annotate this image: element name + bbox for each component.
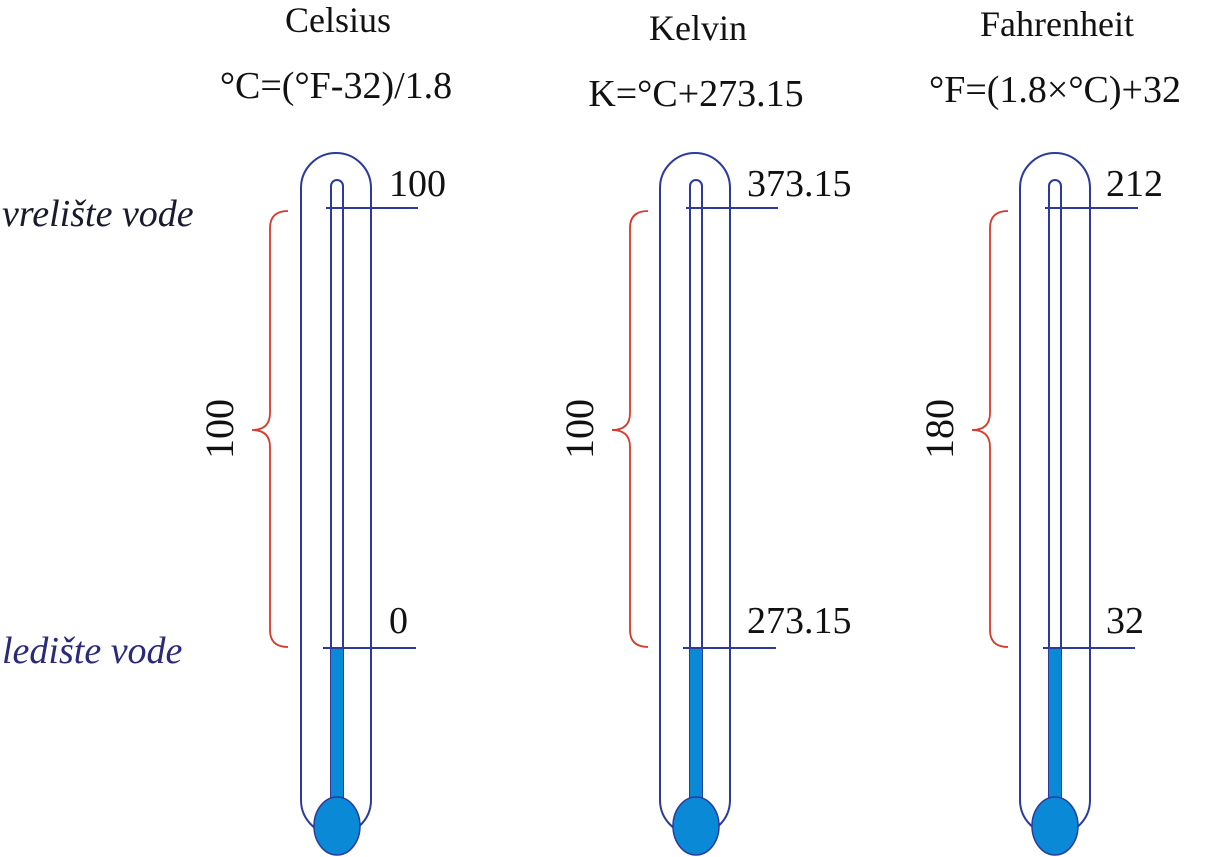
freezing-point-label: ledište vode [2, 630, 183, 672]
thermometer-fahrenheit: Fahrenheit °F=(1.8×°C)+32 212 32 180 [917, 4, 1181, 856]
interval-brace [611, 210, 649, 648]
thermometer-liquid [1049, 648, 1061, 804]
boiling-value: 100 [389, 163, 446, 205]
interval-value: 100 [197, 399, 242, 459]
scale-name: Fahrenheit [980, 4, 1134, 44]
boiling-value: 373.15 [747, 163, 852, 205]
scale-formula: K=°C+273.15 [588, 73, 803, 115]
scale-name: Kelvin [649, 8, 747, 48]
freezing-value: 273.15 [747, 600, 852, 642]
interval-value: 100 [557, 399, 602, 459]
interval-brace [971, 210, 1009, 648]
thermometer-celsius: Celsius °C=(°F-32)/1.8 100 0 100 [197, 0, 452, 856]
freezing-value: 32 [1106, 600, 1144, 642]
boiling-value: 212 [1106, 163, 1163, 205]
scale-formula: °F=(1.8×°C)+32 [929, 69, 1181, 111]
thermometer-liquid [690, 648, 702, 804]
thermometer-bulb [672, 796, 720, 856]
thermometer-bulb [313, 796, 361, 856]
interval-brace [251, 210, 289, 648]
thermometer-liquid [331, 648, 343, 804]
thermometer-kelvin: Kelvin K=°C+273.15 373.15 273.15 100 [557, 8, 852, 856]
thermometer-bulb [1031, 796, 1079, 856]
scale-name: Celsius [285, 0, 391, 40]
scale-formula: °C=(°F-32)/1.8 [220, 65, 452, 107]
freezing-value: 0 [389, 600, 408, 642]
interval-value: 180 [917, 399, 962, 459]
boiling-point-label: vrelište vode [2, 193, 194, 235]
